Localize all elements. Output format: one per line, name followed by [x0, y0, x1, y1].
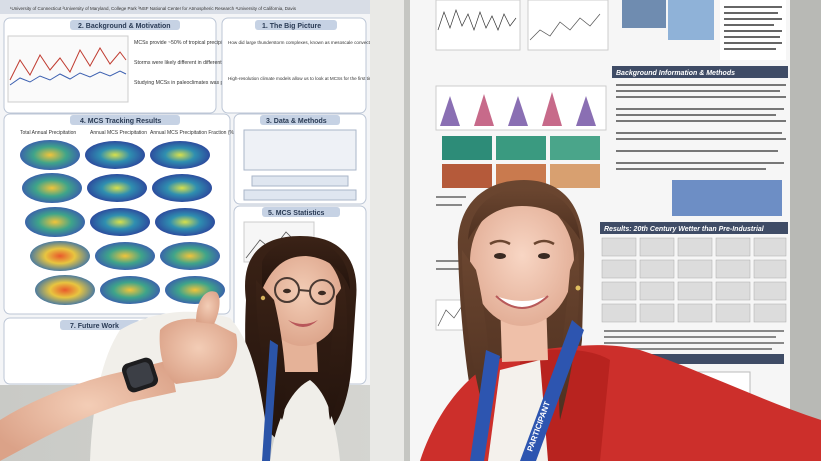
left-sec-future-work: 7. Future Work [70, 323, 119, 330]
left-sec-mcs-tracking: 4. MCS Tracking Results [80, 118, 161, 125]
map-inset [672, 180, 782, 216]
lanyard-left-strap [470, 350, 500, 461]
right-wall-edge [790, 0, 821, 461]
left-sec-mcs-statistics: 5. MCS Statistics [268, 210, 325, 217]
precip-map-grid [20, 140, 225, 305]
results-map-grid [601, 237, 787, 323]
lanyard-right-strap [520, 320, 584, 461]
left-big-picture-2: High-resolution climate models allow us … [228, 76, 428, 81]
left-bg-bullet-1: MCSs provide ~50% of tropical precipitat… [134, 40, 235, 46]
left-sec-data-methods: 3. Data & Methods [266, 118, 327, 125]
left-bg-bullet-2: Storms were likely different in differen… [134, 60, 255, 66]
tracking-col-3: Annual MCS Precipitation Fraction (%) [150, 130, 236, 136]
person-right: PARTICIPANT [420, 180, 821, 461]
thumbs-up-hand [159, 318, 238, 384]
right-sec-background: Background Information & Methods [616, 70, 735, 77]
left-poster-affiliations: ¹University of Connecticut ²University o… [10, 6, 297, 11]
left-sec-background: 2. Background & Motivation [78, 23, 171, 30]
board-divider [370, 0, 406, 461]
tracking-col-2: Annual MCS Precipitation [90, 130, 147, 136]
person-left [0, 236, 357, 461]
tracking-col-1: Total Annual Precipitation [20, 130, 76, 136]
histogram-panels [435, 85, 607, 131]
right-sec-results: Results: 20th Century Wetter than Pre-In… [604, 226, 765, 233]
left-sec-big-picture: 1. The Big Picture [262, 23, 321, 30]
